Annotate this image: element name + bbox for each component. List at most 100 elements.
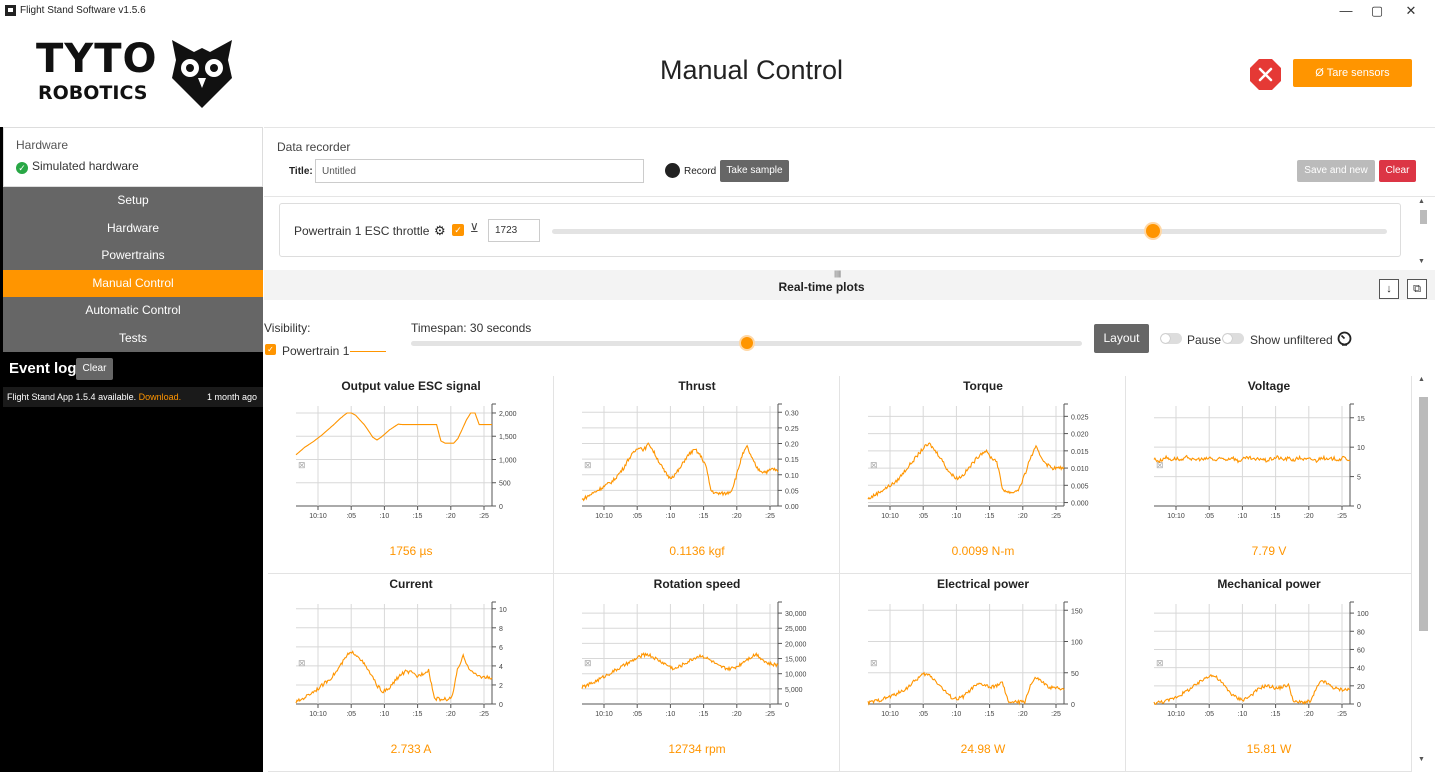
- tare-sensors-button[interactable]: Ø Tare sensors: [1293, 59, 1412, 87]
- event-log-entry-time: 1 month ago: [206, 392, 257, 402]
- throttle-value-input[interactable]: 1723: [488, 219, 540, 242]
- x-tick-label: 10:10: [881, 513, 899, 520]
- popout-icon[interactable]: ⧉: [1407, 279, 1427, 299]
- plot-chart: 0.00 0.05 0.10 0.15 0.20 0.25 0.30 10:10:05:10:…: [581, 403, 799, 520]
- x-tick-label: 10:10: [595, 711, 613, 718]
- take-sample-button[interactable]: Take sample: [720, 160, 789, 182]
- event-log-clear-button[interactable]: Clear: [76, 358, 113, 380]
- record-label[interactable]: Record: [684, 166, 717, 177]
- throttle-control: Powertrain 1 ESC throttle ⚙ ✓ ⊻ 1723: [279, 203, 1401, 257]
- y-tick-label: 60: [1357, 647, 1365, 654]
- x-tick-label: :25: [479, 711, 489, 718]
- plot-controls: Visibility: ✓ Powertrain 1 Timespan: 30 …: [264, 300, 1435, 376]
- set-zero-icon[interactable]: ⊻: [470, 221, 479, 235]
- sidebar-item-hardware[interactable]: Hardware: [106, 220, 160, 235]
- plot-options-icon[interactable]: ⊠: [1156, 658, 1164, 668]
- scrollbar-thumb[interactable]: [1420, 210, 1427, 224]
- plot-chart: 0.000 0.005 0.010 0.015 0.020 0.025 10:10:05:1…: [867, 403, 1089, 520]
- x-tick-label: :10: [1238, 711, 1248, 718]
- maximize-button[interactable]: ▢: [1370, 3, 1384, 18]
- x-tick-label: 10:10: [595, 513, 613, 520]
- record-button-icon[interactable]: [665, 163, 680, 178]
- y-tick-label: 2: [499, 683, 503, 690]
- plot-options-icon[interactable]: ⊠: [298, 658, 306, 668]
- x-tick-label: 10:10: [309, 711, 327, 718]
- throttle-enable-checkbox[interactable]: ✓: [452, 224, 464, 236]
- x-tick-label: :10: [666, 513, 676, 520]
- gauge-icon[interactable]: [1337, 331, 1352, 346]
- close-window-button[interactable]: ✕: [1405, 3, 1417, 18]
- throttle-slider-thumb[interactable]: [1146, 224, 1161, 238]
- y-tick-label: 0.30: [785, 410, 799, 417]
- save-and-new-button[interactable]: Save and new: [1297, 160, 1375, 182]
- powertrain-legend-label[interactable]: Powertrain 1: [282, 344, 350, 358]
- pause-toggle[interactable]: [1160, 333, 1182, 344]
- sidebar-item-setup[interactable]: Setup: [117, 193, 149, 207]
- y-tick-label: 0: [499, 702, 503, 709]
- hardware-panel-title: Hardware: [16, 138, 69, 152]
- y-tick-label: 0.020: [1071, 432, 1089, 439]
- throttle-label: Powertrain 1 ESC throttle: [294, 224, 430, 238]
- plot-title: Output value ESC signal: [341, 379, 481, 393]
- emergency-stop-button[interactable]: [1249, 58, 1282, 91]
- plot-current-value: 2.733 A: [390, 742, 432, 756]
- plot-options-icon[interactable]: ⊠: [870, 658, 878, 668]
- plot-options-icon[interactable]: ⊠: [870, 460, 878, 470]
- y-tick-label: 0: [1071, 702, 1075, 709]
- timespan-slider-thumb[interactable]: [740, 337, 753, 349]
- y-tick-label: 0.25: [785, 426, 799, 433]
- series-line: [581, 442, 779, 502]
- plot-mechanical-power: Mechanical power 0 20 40 60 80 100 10:10:05:10:…: [1126, 574, 1412, 772]
- x-tick-label: :20: [1304, 513, 1314, 520]
- y-tick-label: 100: [1071, 640, 1083, 647]
- scroll-up-arrow-icon[interactable]: ▲: [1418, 376, 1425, 383]
- sidebar-item-powertrains[interactable]: Powertrains: [101, 248, 165, 262]
- x-tick-label: :05: [632, 711, 642, 718]
- plot-output-value-esc-signal: Output value ESC signal 0 500 1,000 1,500 2,0…: [268, 376, 554, 574]
- download-icon[interactable]: ↓: [1379, 279, 1399, 299]
- clear-recording-button[interactable]: Clear: [1379, 160, 1416, 182]
- y-tick-label: 0.005: [1071, 483, 1089, 490]
- y-tick-label: 0.010: [1071, 466, 1089, 473]
- scrollbar-thumb[interactable]: [1419, 397, 1428, 631]
- plot-options-icon[interactable]: ⊠: [1156, 460, 1164, 470]
- series-line: [867, 671, 1065, 706]
- y-tick-label: 20: [1357, 684, 1365, 691]
- plot-options-icon[interactable]: ⊠: [298, 460, 306, 470]
- x-tick-label: :25: [765, 711, 775, 718]
- recording-title-input[interactable]: [315, 159, 644, 183]
- plot-options-icon[interactable]: ⊠: [584, 658, 592, 668]
- hardware-status-panel: Hardware ✓ Simulated hardware: [3, 127, 263, 187]
- y-tick-label: 1,500: [499, 434, 517, 441]
- y-tick-label: 50: [1071, 671, 1079, 678]
- sidebar-item-manual-control[interactable]: Manual Control: [3, 269, 263, 297]
- x-tick-label: :15: [699, 513, 709, 520]
- download-link[interactable]: Download.: [138, 392, 182, 402]
- scroll-down-arrow-icon[interactable]: ▼: [1418, 756, 1425, 763]
- pause-label: Pause: [1187, 333, 1222, 347]
- show-unfiltered-toggle[interactable]: [1222, 333, 1244, 344]
- show-unfiltered-label: Show unfiltered: [1250, 333, 1333, 347]
- x-tick-label: :20: [1018, 711, 1028, 718]
- sidebar: Hardware ✓ Simulated hardware Setup Hardw…: [0, 127, 263, 772]
- plot-thrust: Thrust 0.00 0.05 0.10 0.15 0.20 0.25 0.30 10:10:…: [554, 376, 840, 574]
- gear-icon[interactable]: ⚙: [434, 223, 446, 238]
- plots-grid: Output value ESC signal 0 500 1,000 1,500 2,0…: [268, 376, 1412, 772]
- scroll-down-arrow-icon[interactable]: ▼: [1418, 258, 1425, 265]
- minimize-button[interactable]: —: [1339, 3, 1353, 18]
- sidebar-item-automatic-control[interactable]: Automatic Control: [85, 303, 181, 317]
- page-title: Manual Control: [659, 55, 844, 85]
- sidebar-item-tests[interactable]: Tests: [118, 330, 147, 345]
- resize-grip-icon[interactable]: ||||||||: [834, 271, 841, 278]
- plots-scrollbar[interactable]: ▲ ▼: [1417, 376, 1429, 772]
- powertrain-visibility-checkbox[interactable]: ✓: [265, 344, 276, 355]
- plot-options-icon[interactable]: ⊠: [584, 460, 592, 470]
- x-tick-label: :10: [666, 711, 676, 718]
- x-tick-label: 10:10: [881, 711, 899, 718]
- y-tick-label: 150: [1071, 608, 1083, 615]
- throttle-slider-track[interactable]: [552, 229, 1387, 234]
- y-tick-label: 0: [1357, 504, 1361, 511]
- controls-scrollbar[interactable]: ▲ ▼: [1417, 198, 1429, 268]
- scroll-up-arrow-icon[interactable]: ▲: [1418, 198, 1425, 205]
- layout-button[interactable]: Layout: [1094, 324, 1149, 353]
